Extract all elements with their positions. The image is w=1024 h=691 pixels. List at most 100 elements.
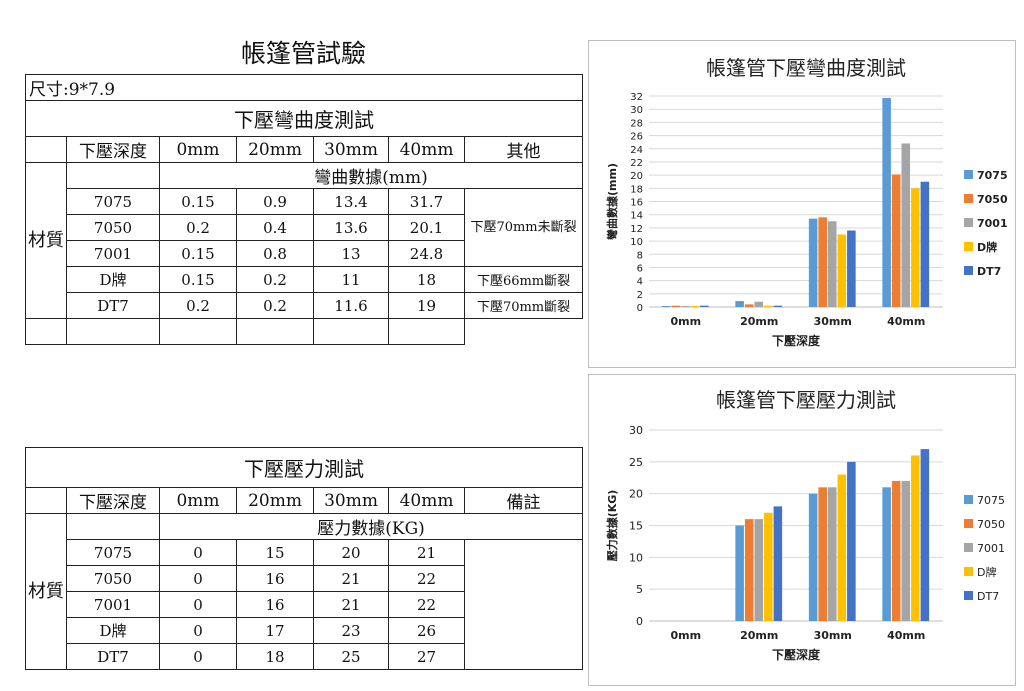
bar (818, 217, 827, 307)
data-cell: 20.1 (388, 214, 465, 241)
y-tick-label: 30 (629, 424, 643, 437)
bar (671, 305, 680, 307)
row-label: DT7 (66, 292, 160, 319)
table-row: DT7 0 18 25 27 (26, 643, 583, 670)
note-cell: 下壓66mm斷裂 (463, 266, 584, 293)
y-tick-label: 24 (630, 145, 643, 156)
empty-cell (66, 318, 160, 345)
bar (901, 143, 911, 307)
y-axis-label: 彎曲數據(mm) (605, 163, 619, 240)
remark-cell (463, 539, 584, 670)
legend-label: 7075 (977, 494, 1005, 507)
legend-swatch (964, 567, 973, 576)
y-tick-label: 18 (630, 184, 643, 195)
x-tick-label: 30mm (814, 315, 852, 328)
y-axis-label: 壓力數據(KG) (605, 490, 619, 562)
bar (827, 487, 837, 621)
data-cell: 0.15 (159, 188, 237, 215)
legend-label: DT7 (977, 265, 1001, 278)
data-cell: 13 (313, 240, 389, 267)
bend-chart: 帳篷管下壓彎曲度測試 0 2 4 6 8 10 12 14 16 18 20 22 24 26 28 30 32 0… (588, 40, 1016, 368)
table-row: 7001 0.15 0.8 13 24.8 (26, 240, 583, 267)
bar (808, 493, 818, 621)
bar (700, 305, 709, 307)
bar (744, 304, 754, 307)
bar (690, 306, 700, 307)
empty-cell (388, 318, 465, 345)
y-tick-label: 16 (630, 198, 643, 209)
material-label: 材質 (25, 162, 67, 319)
y-tick-label: 10 (630, 237, 643, 248)
data-cell: 16 (236, 591, 314, 618)
data-cell: 17 (236, 617, 314, 644)
y-tick-label: 20 (630, 171, 643, 182)
legend-label: 7001 (977, 217, 1008, 230)
y-tick-label: 28 (630, 118, 643, 129)
bar (920, 181, 930, 307)
bend-table-title: 下壓彎曲度測試 (24, 100, 584, 137)
data-cell: 0 (159, 591, 237, 618)
data-cell: 20 (313, 539, 389, 566)
bar (735, 301, 744, 307)
bend-table: 尺寸:9*7.9 下壓彎曲度測試 下壓深度 0mm 20mm 30mm 40mm… (24, 74, 584, 345)
data-cell: 0.8 (236, 240, 314, 267)
y-tick-label: 25 (629, 456, 643, 469)
bar (773, 305, 783, 307)
table-row: 7075 0.15 0.9 13.4 31.7 下壓70mm未斷裂 (26, 188, 584, 267)
table-row: 7001 0 16 21 22 (26, 591, 583, 618)
pressure-chart-svg: 帳篷管下壓壓力測試 0 5 10 15 20 25 30 0mm 20mm 30mm 40mm 下壓深度… (605, 388, 1005, 662)
legend-label: DT7 (977, 590, 999, 603)
data-cell: 0 (159, 539, 237, 566)
legend-swatch (964, 543, 973, 552)
corner-cell (25, 487, 67, 514)
header-cell: 下壓深度 (66, 136, 160, 163)
data-cell: 22 (388, 591, 465, 618)
bar (882, 97, 891, 308)
y-tick-label: 32 (630, 92, 643, 103)
data-cell: 18 (388, 266, 465, 293)
bar (754, 301, 764, 307)
x-tick-label: 40mm (887, 315, 925, 328)
header-cell: 30mm (313, 136, 389, 163)
table-row (25, 318, 583, 345)
data-cell: 21 (313, 565, 389, 592)
bar (764, 512, 773, 621)
pressure-table-title: 下壓壓力測試 (24, 447, 584, 488)
bend-chart-svg: 帳篷管下壓彎曲度測試024681012141618202224262830320… (605, 56, 1008, 348)
row-label: 7075 (66, 539, 160, 566)
y-tick-label: 6 (637, 263, 643, 274)
bar (837, 234, 847, 307)
header-cell: 30mm (313, 487, 389, 514)
pressure-chart: 帳篷管下壓壓力測試 0 5 10 15 20 25 30 0mm 20mm 30mm 40mm 下壓深度… (588, 374, 1016, 686)
table-row: 7075 0 15 20 21 (26, 539, 584, 670)
data-cell: 0.4 (236, 214, 314, 241)
bar (891, 480, 901, 621)
size-label: 尺寸:9*7.9 (24, 74, 584, 101)
data-cell: 0.2 (236, 266, 314, 293)
legend-swatch (964, 266, 973, 275)
legend-label: 7050 (977, 518, 1005, 531)
data-cell: 0.15 (159, 240, 237, 267)
bar (735, 525, 744, 621)
row-label: D牌 (66, 266, 160, 293)
row-label: 7075 (66, 188, 160, 215)
data-cell: 0.2 (159, 214, 237, 241)
data-cell: 27 (388, 643, 465, 670)
data-cell: 25 (313, 643, 389, 670)
header-cell: 其他 (463, 136, 584, 163)
data-cell: 23 (313, 617, 389, 644)
y-tick-label: 30 (630, 105, 643, 116)
data-cell: 0.2 (159, 292, 237, 319)
header-cell: 20mm (236, 136, 314, 163)
empty-cell (236, 318, 314, 345)
y-tick-label: 4 (637, 277, 643, 288)
y-tick-label: 10 (629, 551, 643, 564)
header-cell: 40mm (388, 487, 465, 514)
corner-cell (25, 136, 67, 163)
x-tick-label: 20mm (740, 315, 778, 328)
empty-cell (25, 318, 67, 345)
note-cell: 下壓70mm未斷裂 (463, 188, 584, 267)
data-cell: 11.6 (313, 292, 389, 319)
bar (837, 474, 847, 621)
data-cell: 22 (388, 565, 465, 592)
